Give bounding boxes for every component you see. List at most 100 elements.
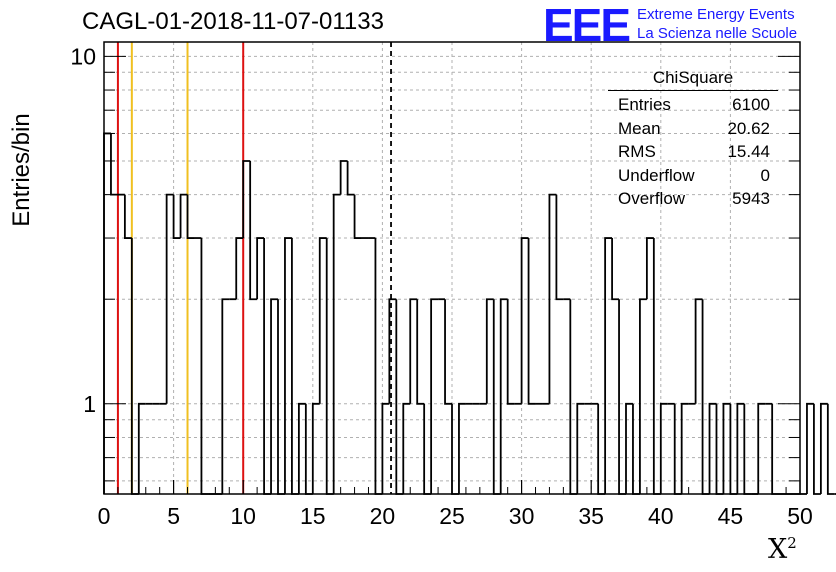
histogram-bin [297, 402, 306, 494]
x-axis-label-exponent: 2 [787, 534, 797, 552]
histogram-bin [395, 299, 404, 495]
histogram-bin [284, 237, 292, 494]
x-tick-label: 35 [578, 503, 604, 529]
histogram-bin [639, 298, 647, 494]
histogram-bin [520, 237, 529, 404]
histogram-bin [103, 132, 111, 494]
histogram-bin [680, 402, 689, 494]
stats-value: 20.62 [727, 118, 770, 138]
histogram-bin [130, 238, 139, 495]
histogram-bin [458, 402, 466, 494]
histogram-bin [548, 193, 557, 404]
histogram-bin [757, 402, 766, 494]
histogram-bin [374, 238, 383, 495]
histogram-bin [165, 193, 174, 404]
histogram-bin [485, 298, 494, 404]
stats-divider [608, 90, 778, 91]
stats-row-entries: Entries 6100 [608, 93, 778, 117]
histogram-bin [416, 299, 425, 405]
x-tick-label: 5 [167, 503, 180, 529]
histogram-bin [221, 298, 230, 494]
histogram-bin [172, 194, 181, 239]
stats-label: Underflow [618, 165, 695, 185]
histogram-bin [806, 402, 814, 494]
histogram-bin [618, 299, 626, 495]
histogram-bin [339, 160, 348, 195]
logo-line-1: Extreme Energy Events [637, 6, 795, 23]
stats-title: ChiSquare [652, 68, 734, 87]
x-tick-label: 20 [370, 503, 396, 529]
histogram-bin [701, 299, 710, 495]
x-tick-label: 15 [300, 503, 326, 529]
x-axis-label: X2 [768, 534, 797, 565]
histogram-bin [256, 237, 265, 300]
histogram-bin [388, 298, 397, 404]
eee-logo-mark: EEE [543, 0, 631, 51]
stats-label: Overflow [618, 189, 686, 208]
histogram-bin [270, 298, 278, 494]
histogram-bin [569, 299, 578, 495]
histogram-bin [813, 403, 821, 495]
histogram-bin [555, 194, 564, 301]
x-tick-label: 45 [718, 503, 744, 529]
histogram-bin [402, 402, 411, 494]
histogram-bin [826, 403, 835, 495]
histogram-bin [263, 238, 272, 495]
histogram-bin [291, 238, 299, 495]
histogram-bin [611, 238, 620, 301]
x-tick-label: 25 [439, 503, 465, 529]
histogram-bin [137, 402, 146, 494]
y-tick-label: 10 [70, 43, 96, 69]
stats-value: 0 [760, 165, 770, 185]
histogram-bin [708, 402, 717, 494]
histogram-bin [819, 402, 828, 494]
histogram-bin [353, 194, 362, 239]
x-tick-label: 40 [648, 503, 674, 529]
histogram-bin [318, 237, 327, 404]
eee-logo-text: Extreme Energy Events La Scienza nelle S… [637, 5, 797, 43]
stats-value: 6100 [732, 95, 770, 114]
histogram-bin [736, 402, 745, 494]
stats-value: 15.44 [727, 142, 770, 161]
x-tick-label: 50 [787, 503, 813, 529]
histogram-bin [527, 238, 536, 405]
histogram-bin [409, 298, 418, 404]
histogram-bin [242, 160, 251, 239]
histogram-bin [694, 298, 703, 404]
histogram-bin [381, 402, 390, 494]
x-tick-label: 10 [230, 503, 256, 529]
histogram-bin [346, 160, 355, 196]
histogram-bin [277, 299, 285, 495]
axis-ticks [103, 55, 801, 494]
histogram-bin [652, 238, 661, 495]
histogram-bin [311, 402, 320, 494]
stats-label: Mean [618, 118, 661, 138]
histogram-bin [325, 238, 334, 495]
stats-value: 5943 [732, 189, 770, 208]
histogram-bin [179, 193, 188, 239]
stats-label: RMS [618, 142, 656, 161]
histogram-bin [249, 160, 258, 301]
x-tick-label: 0 [98, 503, 111, 529]
histogram-bin [506, 299, 515, 405]
histogram-bin [499, 298, 508, 494]
histogram-bin [332, 193, 341, 494]
stats-row-underflow: Underflow 0 [608, 164, 778, 188]
histogram-bin [604, 237, 613, 494]
stats-box: ChiSquare Entries 6100 Mean 20.62 RMS 15… [608, 66, 778, 211]
x-axis-label-symbol: X [768, 534, 788, 565]
x-tick-label: 30 [509, 503, 535, 529]
y-axis-label-box: Entries/bin [4, 110, 40, 230]
histogram-bin [659, 402, 668, 494]
histogram-bin [123, 194, 132, 239]
histogram-bin [200, 238, 209, 495]
histogram-bin [576, 402, 585, 494]
logo-line-2: La Scienza nelle Scuole [637, 25, 798, 42]
chart-title: CAGL-01-2018-11-07-01133 [82, 8, 384, 35]
histogram-bin [235, 237, 244, 300]
histogram-bin [625, 402, 633, 494]
histogram-bin [110, 133, 118, 196]
histogram-bin [430, 298, 439, 494]
histogram-bin [186, 194, 195, 239]
